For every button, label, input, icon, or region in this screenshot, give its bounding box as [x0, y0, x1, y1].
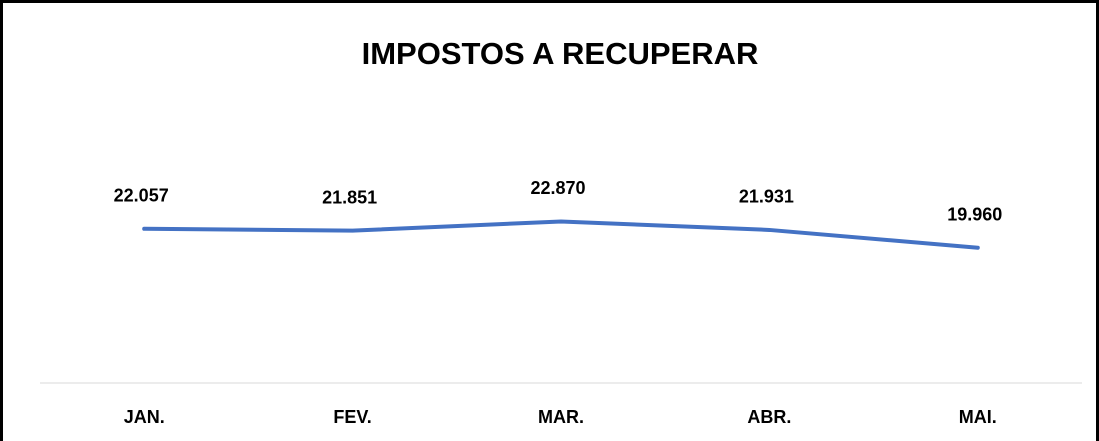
data-label: 22.057: [114, 186, 169, 206]
chart-title: IMPOSTOS A RECUPERAR: [362, 36, 759, 71]
x-tick-label: JAN.: [124, 407, 165, 427]
x-tick-label: MAR.: [538, 407, 584, 427]
x-tick-label: FEV.: [333, 407, 371, 427]
data-label: 22.870: [530, 178, 585, 198]
x-tick-label: ABR.: [747, 407, 791, 427]
line: [142, 219, 980, 250]
data-label: 19.960: [947, 205, 1002, 225]
x-tick-label: MAI.: [959, 407, 997, 427]
data-label: 21.851: [322, 187, 377, 207]
data-label: 21.931: [739, 187, 794, 207]
